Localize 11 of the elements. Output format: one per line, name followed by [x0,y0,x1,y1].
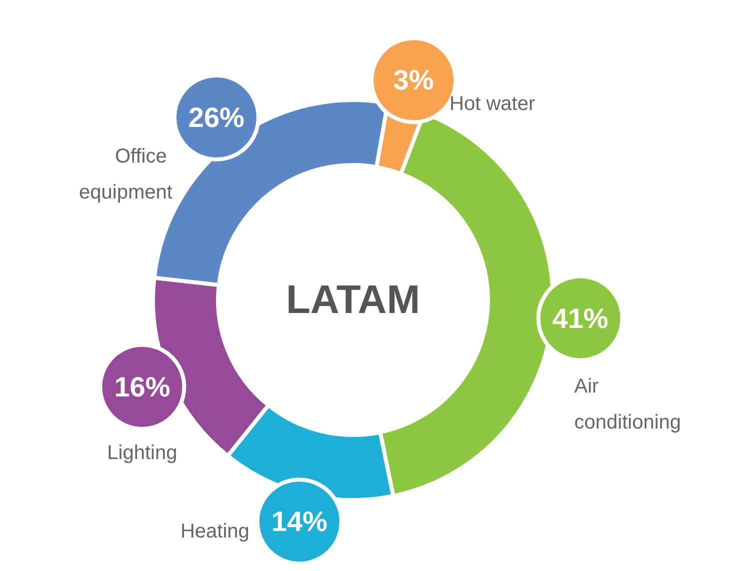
data-label: 14% [271,506,328,538]
slice-label: Heating [180,520,250,543]
data-label: 26% [188,102,245,133]
slice-label: Office equipment [79,145,173,204]
slice-label: Lighting [107,442,178,464]
slice-label: Air conditioning [574,375,682,434]
text: LATAM [286,278,420,322]
slice-label: Hot water [450,93,536,116]
data-label: 16% [114,371,170,402]
data-label: 41% [552,302,608,334]
data-label: 3% [393,64,434,96]
